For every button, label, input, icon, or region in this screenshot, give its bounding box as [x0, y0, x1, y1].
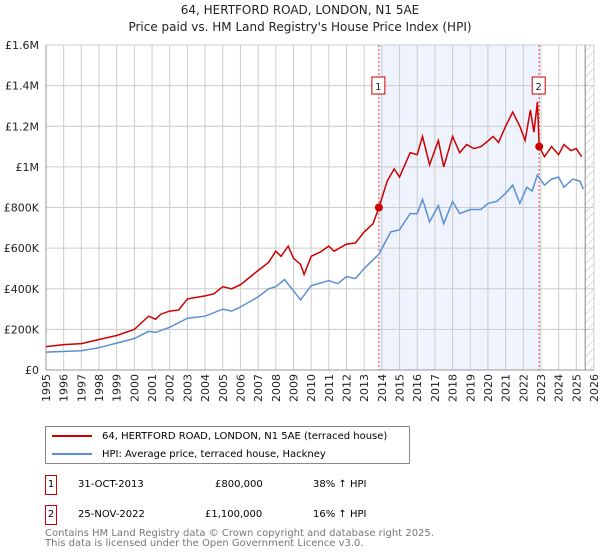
- transaction-price: £1,100,000: [205, 509, 263, 520]
- y-tick-label: £200K: [4, 323, 40, 336]
- transaction-row: 1 31-OCT-2013 £800,000 38% ↑ HPI: [45, 475, 445, 495]
- footer-line: This data is licensed under the Open Gov…: [45, 538, 364, 549]
- legend-item-hpi: HPI: Average price, terraced house, Hack…: [52, 446, 326, 462]
- x-tick-label: 2018: [447, 374, 460, 402]
- x-tick-label: 1998: [93, 374, 106, 402]
- chart-subtitle: Price paid vs. HM Land Registry's House …: [128, 20, 472, 34]
- legend: 64, HERTFORD ROAD, LONDON, N1 5AE (terra…: [45, 426, 410, 464]
- marker-label: 2: [536, 82, 542, 93]
- marker-badge: 1: [45, 475, 57, 495]
- legend-label: HPI: Average price, terraced house, Hack…: [102, 448, 326, 460]
- x-tick-label: 1999: [111, 374, 124, 402]
- x-tick-label: 1995: [40, 374, 53, 402]
- x-tick-label: 2020: [482, 374, 495, 402]
- transaction-row: 2 25-NOV-2022 £1,100,000 16% ↑ HPI: [45, 505, 445, 525]
- y-tick-label: £1.4M: [5, 80, 39, 93]
- hpi-line: [45, 173, 585, 353]
- y-tick-label: £1M: [16, 161, 40, 174]
- x-tick-label: 2002: [164, 374, 177, 402]
- x-tick-label: 2008: [270, 374, 283, 402]
- marker-badge: 2: [45, 505, 57, 525]
- x-tick-label: 2014: [376, 374, 389, 402]
- x-tick-label: 2009: [287, 374, 300, 402]
- x-tick-label: 2004: [199, 374, 212, 402]
- legend-label: 64, HERTFORD ROAD, LONDON, N1 5AE (terra…: [102, 430, 388, 442]
- x-tick-label: 2024: [553, 374, 566, 402]
- x-tick-label: 1997: [75, 374, 88, 402]
- x-tick-label: 2005: [217, 374, 230, 402]
- y-tick-label: £600K: [4, 242, 40, 255]
- x-tick-label: 2012: [341, 374, 354, 402]
- x-tick-label: 2011: [323, 374, 336, 402]
- x-tick-label: 2015: [394, 374, 407, 402]
- x-tick-label: 2010: [305, 374, 318, 402]
- marker-label: 1: [375, 82, 381, 93]
- x-tick-label: 2006: [234, 374, 247, 402]
- footer: Contains HM Land Registry data © Crown c…: [45, 529, 434, 549]
- footer-line: Contains HM Land Registry data © Crown c…: [45, 528, 434, 539]
- sale-point: [535, 142, 544, 151]
- marker-box: [371, 76, 386, 95]
- y-tick-label: £1.6M: [5, 39, 39, 52]
- x-tick-label: 2026: [588, 374, 600, 402]
- x-tick-label: 2001: [146, 374, 159, 402]
- x-tick-label: 2016: [411, 374, 424, 402]
- x-tick-label: 2021: [500, 374, 513, 402]
- x-tick-label: 2023: [535, 374, 548, 402]
- x-tick-label: 2003: [181, 374, 194, 402]
- transaction-hpi: 38% ↑ HPI: [313, 479, 367, 490]
- transaction-hpi: 16% ↑ HPI: [313, 509, 367, 520]
- sale-point: [374, 203, 383, 212]
- x-tick-label: 2017: [429, 374, 442, 402]
- y-tick-label: £0: [25, 364, 39, 377]
- y-tick-label: £800K: [4, 202, 40, 215]
- x-tick-label: 2000: [128, 374, 141, 402]
- chart: 1995 1996 1997 1998 1999 2000 2001 2002 2003 2004…: [4, 39, 600, 402]
- x-tick-label: 2019: [464, 374, 477, 402]
- transaction-date: 31-OCT-2013: [78, 479, 144, 490]
- legend-swatch-blue: [52, 453, 92, 455]
- y-tick-label: £1.2M: [5, 120, 39, 133]
- y-tick-label: £400K: [4, 283, 40, 296]
- x-tick-label: 2022: [517, 374, 530, 402]
- x-tick-label: 1996: [58, 374, 71, 402]
- chart-title: 64, HERTFORD ROAD, LONDON, N1 5AE: [180, 3, 420, 17]
- transaction-date: 25-NOV-2022: [78, 509, 145, 520]
- x-tick-label: 2025: [570, 374, 583, 402]
- x-tick-label: 2007: [252, 374, 265, 402]
- marker-box: [531, 76, 546, 95]
- transaction-price: £800,000: [215, 479, 263, 490]
- price-line: [45, 101, 583, 348]
- legend-swatch-red: [52, 435, 92, 437]
- x-tick-label: 2013: [358, 374, 371, 402]
- legend-item-property: 64, HERTFORD ROAD, LONDON, N1 5AE (terra…: [52, 428, 387, 444]
